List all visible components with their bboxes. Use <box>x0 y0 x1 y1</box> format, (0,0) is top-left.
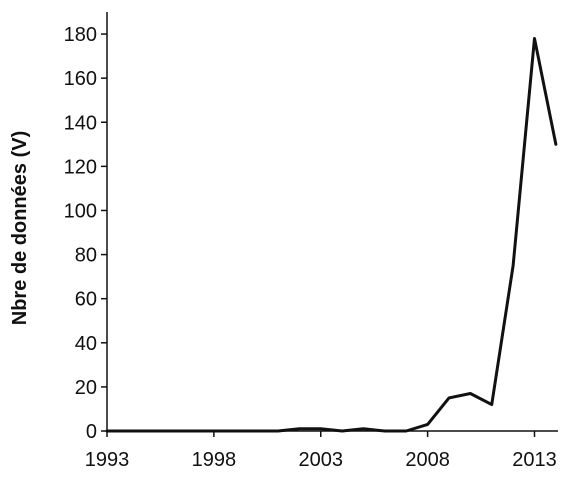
y-tick-label: 60 <box>75 289 97 311</box>
x-tick-label: 2003 <box>298 449 343 471</box>
y-tick-label: 160 <box>64 68 97 90</box>
plot-area <box>105 36 558 433</box>
y-tick-label: 80 <box>75 245 97 267</box>
x-tick-label: 1998 <box>192 449 237 471</box>
y-tick-label: 120 <box>64 156 97 178</box>
series-line <box>105 36 558 433</box>
x-tick-label: 2008 <box>405 449 450 471</box>
x-tick-label: 1993 <box>85 449 130 471</box>
y-tick-label: 40 <box>75 333 97 355</box>
y-tick-label: 20 <box>75 377 97 399</box>
tick-labels: 0 20 40 60 80 100 120 140 160 180 1993 1998 2003 2008… <box>64 24 557 471</box>
x-tick-label: 2013 <box>512 449 557 471</box>
axes <box>101 12 558 437</box>
y-tick-label: 0 <box>86 421 97 443</box>
y-tick-label: 140 <box>64 112 97 134</box>
y-tick-label: 180 <box>64 24 97 46</box>
y-axis-title: Nbre de données (V) <box>9 131 31 325</box>
y-tick-label: 100 <box>64 200 97 222</box>
